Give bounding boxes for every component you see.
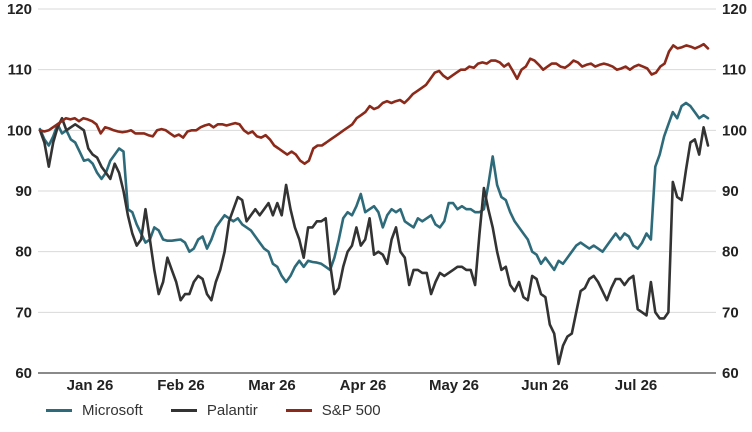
legend-item-microsoft: Microsoft (46, 402, 143, 419)
y-tick-label-left: 110 (8, 62, 32, 79)
x-tick-label: Mar 26 (248, 377, 296, 394)
legend-item-sp500: S&P 500 (285, 402, 381, 419)
legend-label-sp500: S&P 500 (321, 402, 381, 419)
gridlines (38, 8, 716, 374)
legend-swatch-microsoft (46, 409, 72, 412)
y-tick-label-right: 60 (722, 365, 739, 382)
x-tick-label: Jun 26 (521, 377, 569, 394)
legend-swatch-sp500 (285, 409, 312, 412)
series-line-microsoft (38, 101, 710, 284)
legend-label-palantir: Palantir (206, 402, 258, 419)
series-line-palantir (38, 116, 710, 366)
y-tick-label-right: 120 (722, 1, 747, 18)
y-tick-label-right: 90 (722, 183, 739, 200)
x-axis: Jan 26 Feb 26 Mar 26 Apr 26 May 26 Jun 26 Jul … (67, 377, 658, 394)
y-axis-right: 60 70 80 90 100 110 120 (722, 1, 747, 382)
series-lines (38, 42, 710, 366)
y-tick-label-right: 80 (722, 244, 739, 261)
y-axis-left: 60 70 80 90 100 110 120 (7, 1, 32, 382)
series-line-sp500 (38, 42, 710, 165)
x-tick-label: Jan 26 (67, 377, 114, 394)
y-tick-label-left: 80 (15, 244, 32, 261)
y-tick-label-left: 90 (15, 183, 32, 200)
legend-swatch-palantir (170, 409, 197, 412)
y-tick-label-right: 100 (722, 122, 747, 139)
x-tick-label: Feb 26 (157, 377, 205, 394)
y-tick-label-right: 110 (722, 62, 746, 79)
legend: Microsoft Palantir S&P 500 (46, 402, 381, 419)
legend-label-microsoft: Microsoft (82, 402, 143, 419)
x-tick-label: Apr 26 (340, 377, 387, 394)
y-tick-label-left: 120 (7, 1, 32, 18)
y-tick-label-left: 100 (7, 122, 32, 139)
line-chart: 60 70 80 90 100 110 120 60 70 80 90 100 110 120 Jan … (7, 1, 747, 394)
legend-item-palantir: Palantir (170, 402, 258, 419)
y-tick-label-right: 70 (722, 304, 739, 321)
y-tick-label-left: 70 (15, 304, 32, 321)
x-tick-label: Jul 26 (615, 377, 658, 394)
y-tick-label-left: 60 (15, 365, 32, 382)
x-tick-label: May 26 (429, 377, 479, 394)
